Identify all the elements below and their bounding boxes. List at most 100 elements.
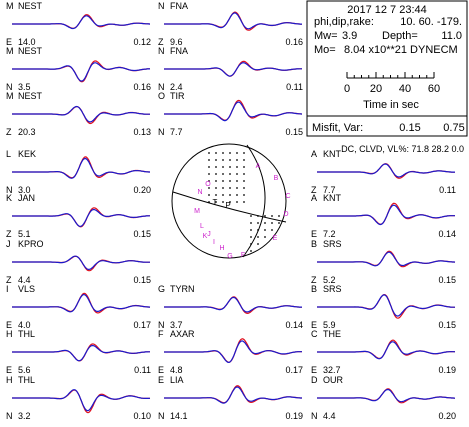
station-marker: B [274, 175, 279, 182]
station-distance: 20.3 [18, 127, 36, 137]
synthetic-waveform [317, 251, 456, 267]
station-letter: M [6, 1, 14, 11]
dot [208, 159, 210, 161]
station-letter: B [311, 284, 317, 294]
station-name: NEST [18, 1, 43, 11]
dot [243, 152, 245, 154]
synthetic-waveform [317, 294, 455, 317]
dot [250, 229, 252, 231]
dot [236, 194, 238, 196]
trace-panel: E LIA N 14.1 0.19 [158, 375, 303, 421]
station-letter: N [158, 46, 165, 56]
station-distance: 4.4 [323, 411, 336, 421]
trace-panel: D OUR N 4.4 0.20 [311, 375, 456, 421]
dot [222, 187, 224, 189]
component: N [311, 411, 318, 421]
waveform-panels: M NEST E 14.0 0.12 M NEST N 3.5 0.16 M NEST Z 20.3 0.1… [6, 1, 456, 421]
station-distance: 5.1 [18, 229, 31, 239]
dot [229, 152, 231, 154]
observed-waveform [12, 156, 150, 179]
peak-amplitude: 0.13 [133, 127, 151, 137]
synthetic-waveform [12, 208, 150, 228]
component: Z [311, 275, 317, 285]
station-distance: 9.6 [170, 37, 183, 47]
peak-amplitude: 0.11 [286, 82, 303, 92]
component: Z [6, 229, 12, 239]
peak-amplitude: 0.15 [133, 275, 151, 285]
trace-panel: F AXAR E 4.8 0.17 [158, 329, 303, 375]
dot [243, 194, 245, 196]
time-scale-bar: 0 20 40 60 [344, 72, 440, 95]
component: E [311, 320, 317, 330]
focal-sphere [171, 143, 287, 259]
station-distance: 3.0 [18, 185, 31, 195]
station-letter: G [158, 284, 165, 294]
peak-amplitude: 0.14 [438, 229, 456, 239]
station-distance: 7.2 [323, 229, 336, 239]
dot [236, 201, 238, 203]
dot [243, 166, 245, 168]
nodal-plane-1 [242, 144, 266, 258]
station-marker: F [241, 252, 245, 259]
dot [222, 194, 224, 196]
dot [264, 222, 266, 224]
peak-amplitude: 0.14 [285, 320, 303, 330]
station-distance: 2.4 [170, 82, 183, 92]
station-distance: 5.6 [18, 365, 31, 375]
synthetic-waveform [164, 12, 302, 30]
station-marker: G [227, 253, 232, 260]
station-marker: D [283, 211, 288, 218]
synthetic-waveform [317, 341, 456, 360]
dot [271, 215, 273, 217]
synthetic-waveform [12, 293, 151, 313]
dot [243, 201, 245, 203]
observed-waveform [164, 11, 302, 31]
dot [250, 215, 252, 217]
peak-amplitude: 0.15 [133, 229, 151, 239]
station-distance: 14.1 [170, 411, 188, 421]
synthetic-waveform [12, 255, 150, 271]
station-distance: 7.7 [170, 127, 183, 137]
observed-waveform [317, 202, 455, 225]
synthetic-waveform [317, 163, 455, 178]
trace-panel: G TYRN N 3.7 0.14 [158, 284, 303, 330]
station-marker: E [273, 235, 278, 242]
dot [264, 229, 266, 231]
station-name: KEK [18, 149, 36, 159]
synthetic-waveform [164, 101, 302, 122]
observed-waveform [12, 255, 150, 272]
moment-value: 8.04 x10**21 DYNECM [344, 44, 458, 56]
component: N [6, 411, 13, 421]
synthetic-waveform [317, 204, 455, 226]
peak-amplitude: 0.11 [439, 185, 456, 195]
moment-label: Mo= [314, 44, 336, 56]
peak-amplitude: 0.15 [285, 127, 303, 137]
synthetic-waveform [12, 105, 150, 123]
station-letter: E [158, 375, 164, 385]
dot [215, 187, 217, 189]
synthetic-waveform [164, 340, 302, 364]
event-date: 2017 12 7 23:44 [347, 4, 427, 16]
trace-panel: L KEK N 3.0 0.20 [6, 149, 151, 195]
info-box: 2017 12 7 23:44 phi,dip,rake: 10. 60. -1… [306, 0, 468, 137]
station-distance: 4.4 [18, 275, 31, 285]
dot [222, 159, 224, 161]
component: E [311, 229, 317, 239]
peak-amplitude: 0.16 [285, 37, 303, 47]
station-marker: M [194, 208, 200, 215]
synthetic-waveform [12, 344, 150, 362]
station-name: TIR [170, 91, 185, 101]
tension-axis-marker: T [213, 198, 218, 207]
synthetic-waveform [164, 296, 302, 313]
dot [250, 243, 252, 245]
dot [243, 173, 245, 175]
station-name: NEST [18, 91, 43, 101]
component: E [311, 365, 317, 375]
dot [236, 187, 238, 189]
station-name: SRS [323, 284, 342, 294]
peak-amplitude: 0.19 [285, 411, 303, 421]
station-name: VLS [18, 284, 35, 294]
synthetic-waveform [12, 157, 150, 179]
component: E [158, 365, 164, 375]
